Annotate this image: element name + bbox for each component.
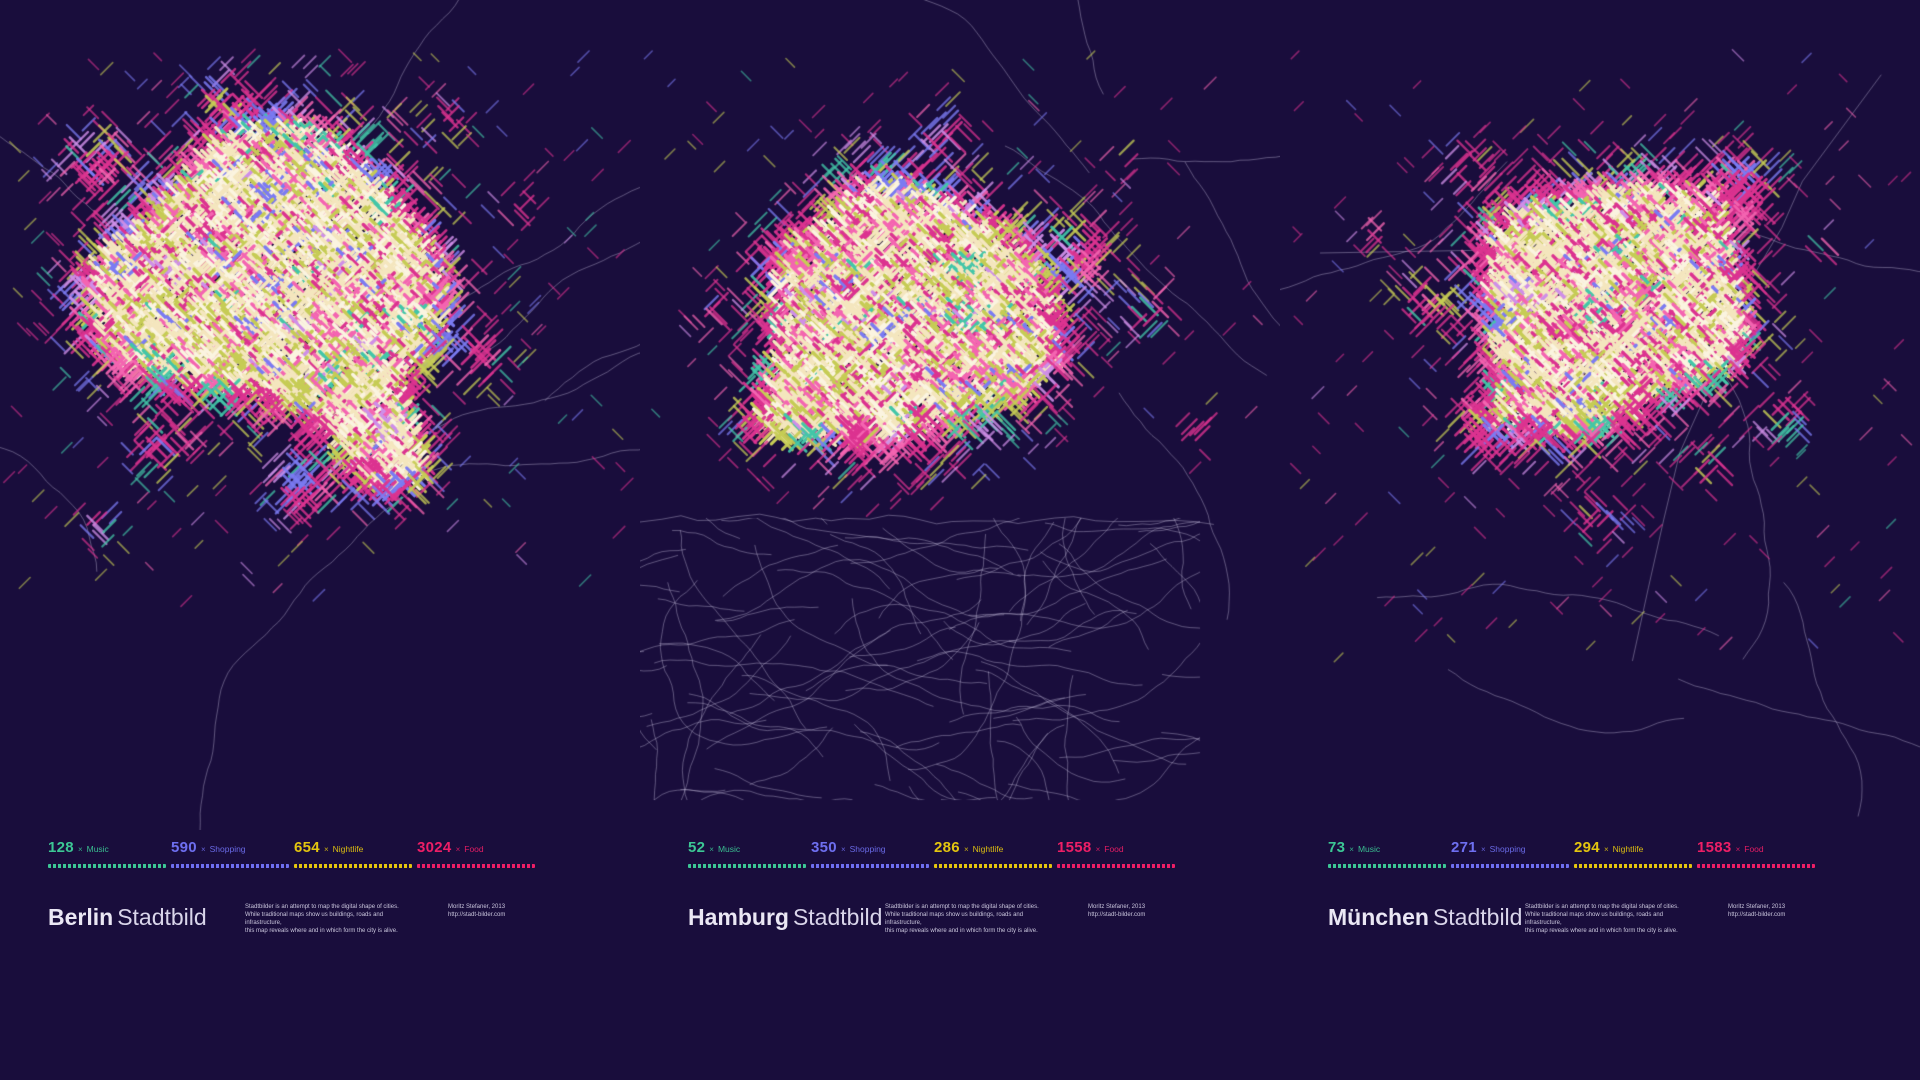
legend-category-label: Nightlife [972, 844, 1004, 854]
legend-count: 350 [811, 839, 837, 856]
legend-count: 286 [934, 839, 960, 856]
legend-item-music: 73 × Music [1328, 839, 1446, 868]
muenchen-legend: 73 × Music 271 × Shopping 294 × Nightlife 1583… [1328, 839, 1815, 868]
poster-panel-hamburg: 52 × Music 350 × Shopping 286 × Nightlife 1558… [640, 0, 1280, 1080]
legend-category-label: Food [1104, 844, 1124, 854]
times-symbol: × [1603, 845, 1609, 854]
legend-category-label: Nightlife [332, 844, 364, 854]
legend-count: 52 [688, 839, 706, 856]
legend-color-bar [171, 864, 289, 868]
legend-count: 73 [1328, 839, 1346, 856]
legend-item-shopping: 590 × Shopping [171, 839, 289, 868]
legend-category-label: Shopping [849, 844, 886, 854]
legend-color-bar [1451, 864, 1569, 868]
legend-item-shopping: 271 × Shopping [1451, 839, 1569, 868]
legend-color-bar [294, 864, 412, 868]
legend-color-bar [48, 864, 166, 868]
legend-color-bar [688, 864, 806, 868]
poster-credit: Moritz Stefaner, 2013 http://stadt-bilde… [1728, 904, 1786, 918]
times-symbol: × [200, 845, 206, 854]
title-suffix: Stadtbild [1432, 904, 1523, 931]
poster-title: Hamburg Stadtbild [688, 904, 882, 931]
times-symbol: × [1095, 845, 1101, 854]
legend-color-bar [1697, 864, 1815, 868]
times-symbol: × [1735, 845, 1741, 854]
legend-item-nightlife: 654 × Nightlife [294, 839, 412, 868]
legend-count: 1558 [1057, 839, 1092, 856]
legend-item-food: 3024 × Food [417, 839, 535, 868]
berlin-legend: 128 × Music 590 × Shopping 654 × Nightlife 302… [48, 839, 535, 868]
legend-category-label: Music [717, 844, 741, 854]
poster-description: Stadtbilder is an attempt to map the dig… [245, 904, 399, 934]
legend-count: 271 [1451, 839, 1477, 856]
times-symbol: × [709, 845, 714, 854]
times-symbol: × [840, 845, 846, 854]
legend-item-nightlife: 286 × Nightlife [934, 839, 1052, 868]
legend-item-food: 1558 × Food [1057, 839, 1175, 868]
city-name: Hamburg [688, 904, 789, 931]
legend-color-bar [1057, 864, 1175, 868]
hamburg-legend: 52 × Music 350 × Shopping 286 × Nightlife 1558… [688, 839, 1175, 868]
poster-description: Stadtbilder is an attempt to map the dig… [885, 904, 1039, 934]
times-symbol: × [1480, 845, 1486, 854]
muenchen-map-canvas [1280, 0, 1920, 830]
legend-item-music: 52 × Music [688, 839, 806, 868]
times-symbol: × [455, 845, 461, 854]
poster-panel-berlin: 128 × Music 590 × Shopping 654 × Nightlife 302… [0, 0, 640, 1080]
poster-panel-muenchen: 73 × Music 271 × Shopping 294 × Nightlife 1583… [1280, 0, 1920, 1080]
times-symbol: × [963, 845, 969, 854]
legend-category-label: Shopping [1489, 844, 1526, 854]
hamburg-map-canvas [640, 0, 1280, 830]
legend-item-nightlife: 294 × Nightlife [1574, 839, 1692, 868]
city-name: München [1328, 904, 1429, 931]
legend-category-label: Shopping [209, 844, 246, 854]
poster-description: Stadtbilder is an attempt to map the dig… [1525, 904, 1679, 934]
times-symbol: × [77, 845, 83, 854]
legend-color-bar [1574, 864, 1692, 868]
legend-count: 590 [171, 839, 197, 856]
legend-count: 3024 [417, 839, 452, 856]
legend-count: 654 [294, 839, 320, 856]
berlin-map-canvas [0, 0, 640, 830]
legend-item-food: 1583 × Food [1697, 839, 1815, 868]
legend-category-label: Nightlife [1612, 844, 1644, 854]
legend-category-label: Food [1744, 844, 1764, 854]
title-suffix: Stadtbild [792, 904, 883, 931]
title-suffix: Stadtbild [117, 904, 207, 931]
legend-category-label: Food [464, 844, 484, 854]
poster-credit: Moritz Stefaner, 2013 http://stadt-bilde… [1088, 904, 1146, 918]
poster-credit: Moritz Stefaner, 2013 http://stadt-bilde… [448, 904, 506, 918]
legend-item-shopping: 350 × Shopping [811, 839, 929, 868]
legend-color-bar [1328, 864, 1446, 868]
legend-count: 294 [1574, 839, 1600, 856]
legend-color-bar [934, 864, 1052, 868]
poster-title: München Stadtbild [1328, 904, 1522, 931]
legend-color-bar [811, 864, 929, 868]
legend-category-label: Music [86, 844, 109, 854]
legend-category-label: Music [1357, 844, 1381, 854]
times-symbol: × [323, 845, 329, 854]
times-symbol: × [1349, 845, 1354, 854]
legend-item-music: 128 × Music [48, 839, 166, 868]
legend-count: 1583 [1697, 839, 1732, 856]
city-name: Berlin [48, 904, 114, 931]
poster-title: Berlin Stadtbild [48, 904, 207, 931]
legend-count: 128 [48, 839, 74, 856]
legend-color-bar [417, 864, 535, 868]
